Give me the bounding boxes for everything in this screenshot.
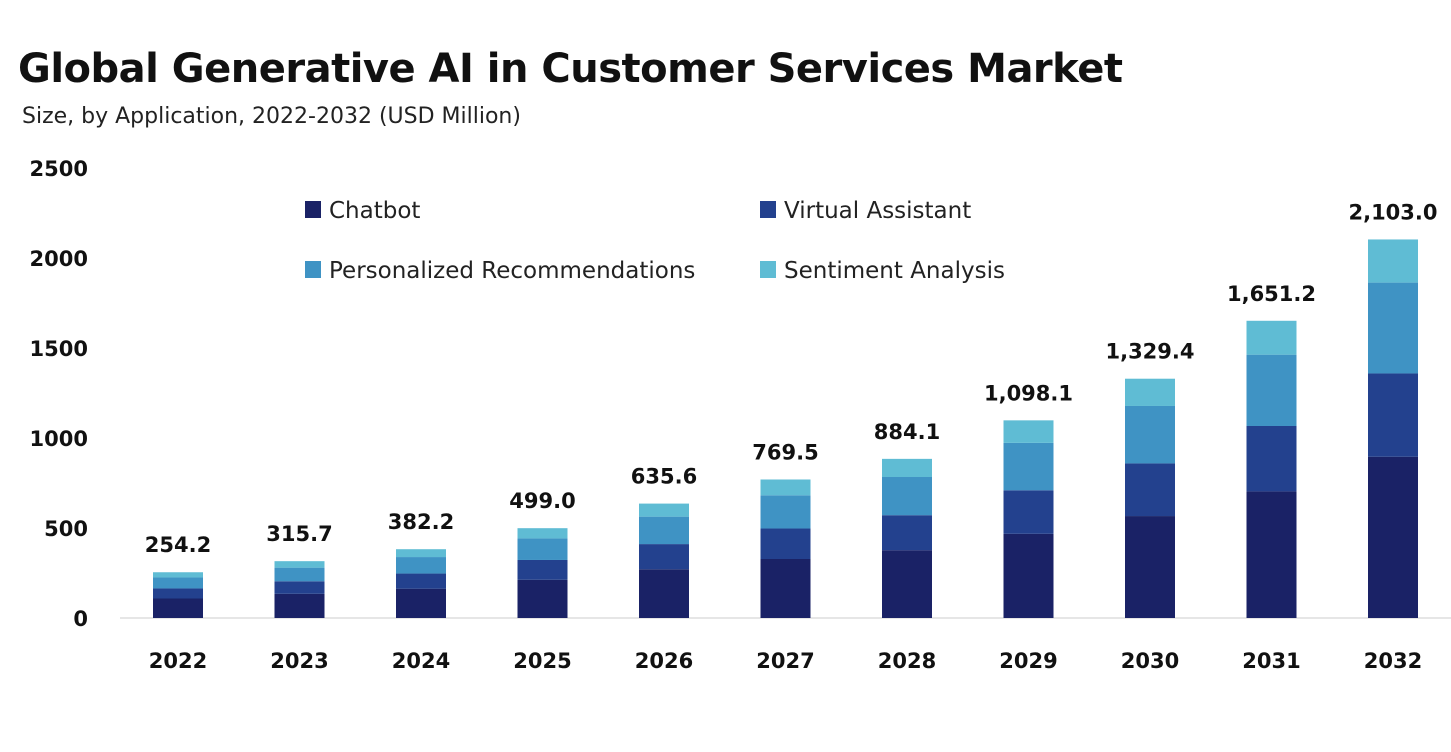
chart-title: Global Generative AI in Customer Service… <box>18 46 1123 92</box>
x-tick-label: 2029 <box>999 649 1057 673</box>
bar-segment-sentiment-analysis <box>639 503 689 517</box>
bar-segment-personalized-recommendations <box>1003 442 1054 491</box>
bar-segment-chatbot <box>760 558 811 618</box>
y-tick-label: 2000 <box>30 247 88 271</box>
data-label: 1,651.2 <box>1227 282 1316 306</box>
data-label: 884.1 <box>874 420 940 444</box>
bar-segment-chatbot <box>517 579 568 618</box>
bar-segment-personalized-recommendations <box>882 477 932 516</box>
bar-segment-chatbot <box>1003 533 1054 618</box>
legend-label: Virtual Assistant <box>784 198 971 224</box>
x-tick-label: 2030 <box>1121 649 1179 673</box>
bar-segment-virtual-assistant <box>153 588 203 599</box>
bar-segment-sentiment-analysis <box>396 549 446 558</box>
legend-swatch <box>305 261 321 278</box>
bar-segment-sentiment-analysis <box>1125 378 1175 406</box>
data-label: 635.6 <box>631 465 697 489</box>
bar-segment-personalized-recommendations <box>153 577 203 589</box>
x-tick-label: 2027 <box>756 649 814 673</box>
data-label: 769.5 <box>752 440 818 464</box>
bar-segment-sentiment-analysis <box>274 561 325 568</box>
bar-segment-virtual-assistant <box>274 581 325 594</box>
bar-segment-chatbot <box>1125 516 1175 618</box>
bar-segment-sentiment-analysis <box>760 479 811 496</box>
bar-segment-personalized-recommendations <box>639 516 689 545</box>
legend-label: Personalized Recommendations <box>329 258 695 284</box>
bar-segment-virtual-assistant <box>396 573 446 589</box>
x-tick-label: 2028 <box>878 649 936 673</box>
x-tick-label: 2032 <box>1364 649 1422 673</box>
bar-segment-virtual-assistant <box>1125 463 1175 517</box>
x-tick-label: 2023 <box>270 649 328 673</box>
bar-segment-sentiment-analysis <box>1368 239 1418 283</box>
data-label: 1,098.1 <box>984 381 1073 405</box>
y-tick-label: 1000 <box>30 427 88 451</box>
legend-swatch <box>760 201 776 218</box>
legend-swatch <box>760 261 776 278</box>
data-label: 254.2 <box>145 533 211 557</box>
bar-segment-personalized-recommendations <box>760 495 811 529</box>
bar-segment-virtual-assistant <box>639 544 689 570</box>
bar-segment-chatbot <box>153 598 203 618</box>
y-tick-label: 2500 <box>30 157 88 181</box>
data-label: 382.2 <box>388 510 454 534</box>
bar-segment-virtual-assistant <box>1246 425 1297 492</box>
bar-segment-virtual-assistant <box>760 528 811 559</box>
x-tick-label: 2026 <box>635 649 693 673</box>
bar-segment-sentiment-analysis <box>517 528 568 539</box>
bar-segment-sentiment-analysis <box>1003 420 1054 443</box>
bar-segment-personalized-recommendations <box>1246 354 1297 426</box>
legend-label: Sentiment Analysis <box>784 258 1005 284</box>
y-tick-label: 0 <box>73 607 88 631</box>
bar-segment-virtual-assistant <box>882 515 932 551</box>
bar-segment-personalized-recommendations <box>1368 282 1418 374</box>
x-tick-label: 2031 <box>1242 649 1300 673</box>
legend-swatch <box>305 201 321 218</box>
bar-segment-sentiment-analysis <box>153 572 203 578</box>
data-label: 315.7 <box>266 522 332 546</box>
y-tick-label: 500 <box>44 517 88 541</box>
bar-segment-sentiment-analysis <box>882 458 932 478</box>
bar-segment-chatbot <box>274 593 325 618</box>
legend-label: Chatbot <box>329 198 420 224</box>
x-tick-label: 2025 <box>513 649 571 673</box>
data-label: 499.0 <box>509 489 575 513</box>
bar-segment-chatbot <box>396 588 446 618</box>
bar-segment-chatbot <box>1368 456 1418 618</box>
bar-segment-personalized-recommendations <box>274 567 325 582</box>
bar-segment-chatbot <box>882 550 932 618</box>
bar-segment-virtual-assistant <box>1003 490 1054 534</box>
x-tick-label: 2024 <box>392 649 450 673</box>
bar-segment-sentiment-analysis <box>1246 320 1297 355</box>
bar-segment-personalized-recommendations <box>396 557 446 574</box>
data-label: 2,103.0 <box>1348 200 1437 224</box>
bar-segment-virtual-assistant <box>1368 373 1418 457</box>
chart-subtitle: Size, by Application, 2022-2032 (USD Mil… <box>22 104 521 129</box>
bar-segment-personalized-recommendations <box>517 538 568 560</box>
bar-segment-chatbot <box>639 569 689 618</box>
x-tick-label: 2022 <box>149 649 207 673</box>
bar-segment-chatbot <box>1246 491 1297 618</box>
y-tick-label: 1500 <box>30 337 88 361</box>
data-label: 1,329.4 <box>1105 340 1194 364</box>
bar-segment-personalized-recommendations <box>1125 405 1175 464</box>
bar-segment-virtual-assistant <box>517 559 568 580</box>
